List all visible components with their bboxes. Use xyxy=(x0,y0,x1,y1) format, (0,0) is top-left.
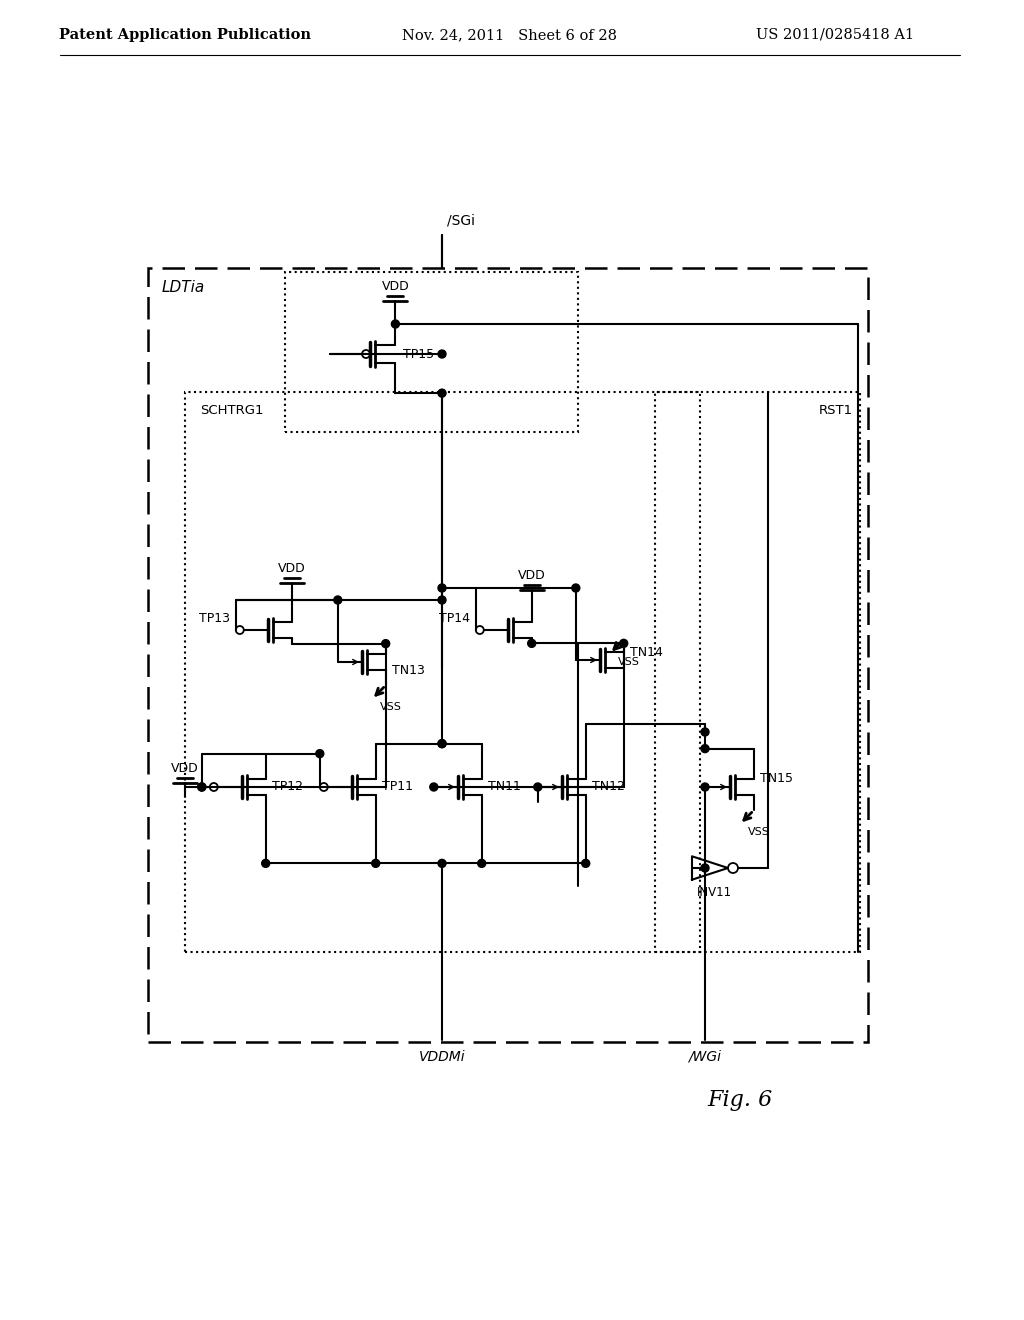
Bar xyxy=(285,272,578,432)
Text: VSS: VSS xyxy=(617,656,640,667)
Circle shape xyxy=(438,597,446,605)
Text: US 2011/0285418 A1: US 2011/0285418 A1 xyxy=(756,28,914,42)
Text: TN12: TN12 xyxy=(592,780,625,793)
Text: TN11: TN11 xyxy=(487,780,520,793)
Circle shape xyxy=(620,639,628,647)
Circle shape xyxy=(438,739,446,747)
Circle shape xyxy=(438,350,446,358)
Text: /WGi: /WGi xyxy=(688,1049,722,1064)
Circle shape xyxy=(391,319,399,327)
Circle shape xyxy=(430,783,438,791)
Circle shape xyxy=(534,783,542,791)
Circle shape xyxy=(527,639,536,647)
Text: TP15: TP15 xyxy=(403,347,434,360)
Circle shape xyxy=(382,640,390,648)
Text: INV11: INV11 xyxy=(696,887,731,899)
Text: TP11: TP11 xyxy=(382,780,413,793)
Text: Nov. 24, 2011   Sheet 6 of 28: Nov. 24, 2011 Sheet 6 of 28 xyxy=(402,28,617,42)
Text: TP12: TP12 xyxy=(271,780,303,793)
Text: VDD: VDD xyxy=(382,280,410,293)
Circle shape xyxy=(582,859,590,867)
Text: TP14: TP14 xyxy=(439,611,470,624)
Text: Patent Application Publication: Patent Application Publication xyxy=(59,28,311,42)
Circle shape xyxy=(438,583,446,591)
Text: VDD: VDD xyxy=(171,763,199,776)
Circle shape xyxy=(701,744,709,752)
Circle shape xyxy=(262,859,269,867)
Text: TP13: TP13 xyxy=(199,611,229,624)
Circle shape xyxy=(198,783,206,791)
Text: LDTia: LDTia xyxy=(162,280,205,294)
Circle shape xyxy=(701,865,709,873)
Text: /SGi: /SGi xyxy=(447,213,475,227)
Circle shape xyxy=(438,859,446,867)
Circle shape xyxy=(571,583,580,591)
Circle shape xyxy=(701,783,709,791)
Text: VDD: VDD xyxy=(518,569,546,582)
Text: VSS: VSS xyxy=(748,828,770,837)
Circle shape xyxy=(334,597,342,605)
Circle shape xyxy=(372,859,380,867)
Text: VDD: VDD xyxy=(278,562,305,576)
Text: VDDMi: VDDMi xyxy=(419,1049,465,1064)
Text: TN13: TN13 xyxy=(392,664,425,676)
Circle shape xyxy=(438,389,446,397)
Circle shape xyxy=(438,739,446,747)
Text: TN15: TN15 xyxy=(760,772,793,785)
Text: RST1: RST1 xyxy=(819,404,853,417)
Circle shape xyxy=(198,783,206,791)
Text: TN14: TN14 xyxy=(630,645,663,659)
Circle shape xyxy=(315,750,324,758)
Bar xyxy=(148,268,868,1041)
Circle shape xyxy=(701,729,709,737)
Bar xyxy=(655,392,860,952)
Bar xyxy=(185,392,700,952)
Text: Fig. 6: Fig. 6 xyxy=(708,1089,773,1111)
Text: VSS: VSS xyxy=(380,702,401,713)
Text: SCHTRG1: SCHTRG1 xyxy=(200,404,263,417)
Circle shape xyxy=(478,859,485,867)
